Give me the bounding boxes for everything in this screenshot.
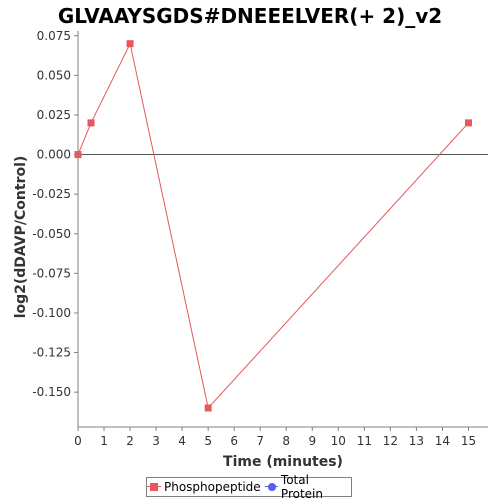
- y-tick-label: 0.025: [37, 108, 71, 122]
- y-tick-label: 0.000: [37, 148, 71, 162]
- x-tick-label: 15: [461, 434, 476, 448]
- x-tick-label: 10: [331, 434, 346, 448]
- x-tick-label: 7: [256, 434, 264, 448]
- x-tick-label: 14: [435, 434, 450, 448]
- data-point: [204, 404, 212, 412]
- x-tick-label: 4: [178, 434, 186, 448]
- legend-circle-marker-icon: [264, 482, 278, 492]
- legend-label-total-protein: Total Protein: [280, 473, 323, 501]
- y-tick-label: -0.100: [32, 306, 71, 320]
- x-tick-label: 11: [357, 434, 372, 448]
- chart-title: GLVAAYSGDS#DNEEELVER(+ 2)_v2: [57, 4, 443, 28]
- x-tick-label: 0: [74, 434, 82, 448]
- x-tick-label: 8: [282, 434, 290, 448]
- y-tick-label: -0.075: [32, 266, 71, 280]
- data-point: [464, 119, 472, 127]
- data-point: [126, 40, 134, 48]
- plot-area: [77, 31, 488, 428]
- y-axis-title: log2(dDAVP/Control): [13, 156, 29, 319]
- y-tick-label: 0.050: [37, 68, 71, 82]
- legend-dot-total-protein: [267, 483, 276, 491]
- y-tick-label: 0.075: [37, 29, 71, 43]
- y-axis: 0.075 0.050 0.025 0.000 -0.025 -0.050 -0.075 -0…: [32, 29, 78, 399]
- y-tick-label: -0.125: [32, 346, 71, 360]
- y-tick-label: -0.150: [32, 385, 71, 399]
- x-tick-label: 1: [100, 434, 108, 448]
- data-point: [87, 119, 95, 127]
- legend-item-total-protein: Total Protein: [264, 473, 351, 501]
- x-tick-label: 13: [409, 434, 424, 448]
- x-tick-label: 5: [204, 434, 212, 448]
- data-point: [74, 151, 82, 159]
- x-tick-label: 9: [308, 434, 316, 448]
- x-axis: 0 1 2 3 4 5 6 7 8 9 10 11 12 13 14 15: [74, 427, 476, 448]
- legend: Phosphopeptide Total Protein: [146, 473, 352, 501]
- legend-square-phosphopeptide: [150, 483, 158, 491]
- series-layer: [74, 40, 472, 412]
- y-tick-label: -0.050: [32, 227, 71, 241]
- legend-square-marker-icon: [147, 482, 161, 492]
- x-tick-label: 6: [230, 434, 238, 448]
- x-tick-label: 12: [383, 434, 398, 448]
- x-tick-label: 2: [126, 434, 134, 448]
- plot-background: [78, 31, 488, 427]
- x-axis-title: Time (minutes): [223, 454, 343, 470]
- legend-label-phosphopeptide: Phosphopeptide: [164, 480, 261, 494]
- y-tick-label: -0.025: [32, 187, 71, 201]
- x-tick-label: 3: [152, 434, 160, 448]
- legend-item-phosphopeptide: Phosphopeptide: [147, 480, 261, 494]
